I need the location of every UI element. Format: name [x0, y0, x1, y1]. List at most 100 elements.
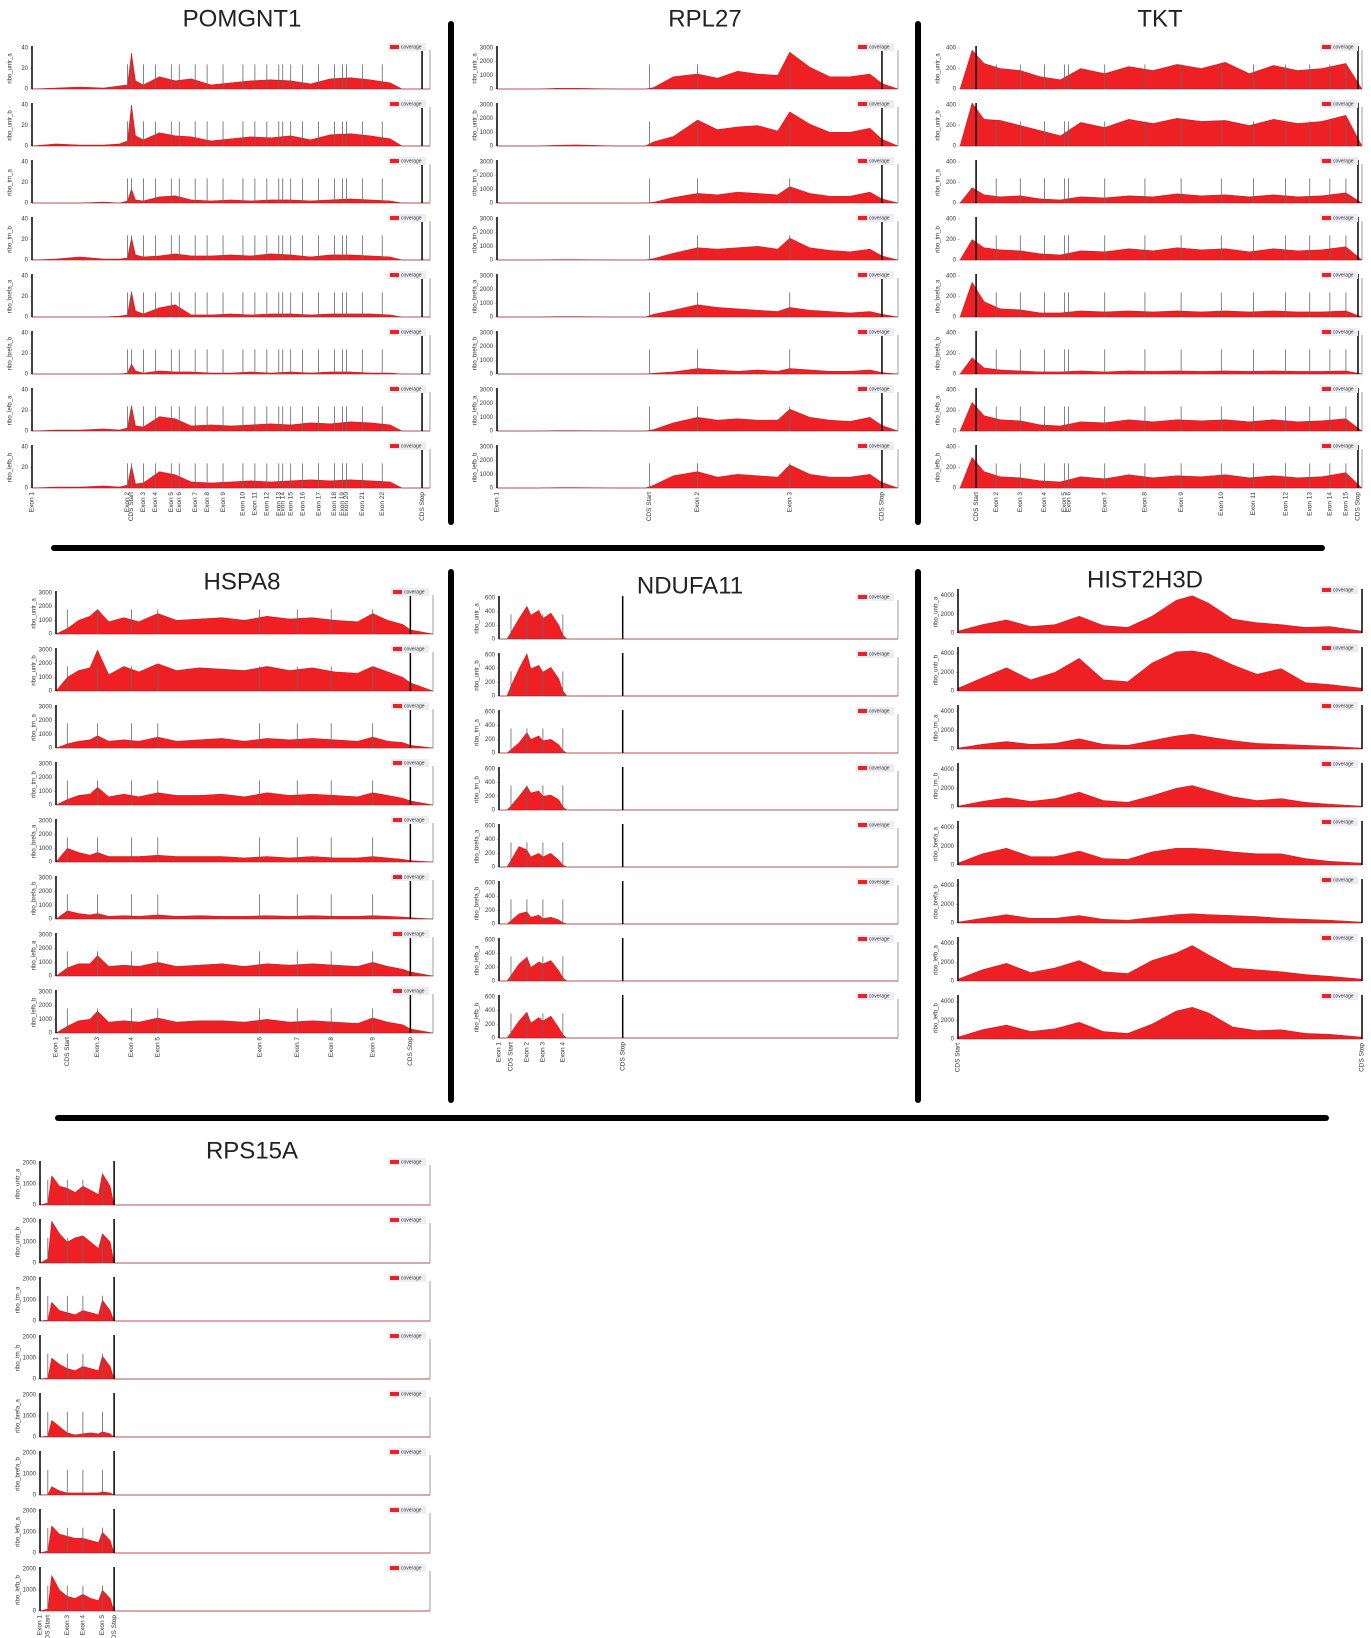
coverage-area [55, 609, 434, 635]
y-tick-label: 2000 [480, 230, 494, 236]
track: ribo_untr_a 0 1000 2000 3000 coverage [32, 588, 434, 638]
track: ribo_brefa_a 0 200 400 600 coverage [475, 821, 899, 871]
y-tick-label: 2000 [23, 1277, 37, 1283]
exon-label: Exon 5 [168, 492, 175, 513]
legend-swatch [1322, 762, 1331, 766]
exon-label: Exon 15 [287, 492, 294, 516]
coverage-area [959, 281, 1363, 318]
track-name: ribo_lefb_b [936, 452, 942, 482]
y-tick-label: 0 [492, 751, 496, 757]
y-tick-label: 2000 [39, 832, 53, 838]
legend-swatch [393, 647, 402, 651]
track-name: ribo_lefb_b [32, 997, 38, 1027]
track-name: ribo_brefa_b [8, 336, 14, 370]
y-tick-label: 0 [492, 694, 496, 700]
coverage-area [957, 913, 1363, 924]
y-tick-label: 0 [490, 258, 494, 264]
legend-label: coverage [401, 1159, 422, 1165]
y-tick-label: 400 [946, 46, 957, 52]
legend-box [388, 214, 426, 222]
exon-label: Exon 14 [1327, 492, 1334, 516]
y-tick-label: 1000 [480, 415, 494, 421]
exon-label: Exon 4 [80, 1615, 87, 1636]
exon-label: CDS Start [955, 1043, 962, 1072]
track-name: ribo_untr_a [32, 598, 38, 629]
y-tick-label: 1000 [39, 618, 53, 624]
y-tick-label: 2000 [39, 661, 53, 667]
track-name: ribo_untr_b [32, 655, 38, 686]
exon-label: Exon 4 [128, 1037, 135, 1058]
exon-label: CDS Stop [407, 1037, 414, 1066]
track: ribo_brefa_a 0 1000 2000 3000 coverage [32, 816, 434, 866]
legend-swatch [390, 1392, 399, 1396]
legend-swatch [390, 1508, 399, 1512]
y-tick-label: 0 [49, 746, 53, 752]
y-tick-label: 1000 [480, 73, 494, 79]
exon-label: CDS Start [508, 1042, 515, 1071]
track-name: ribo_tm_b [32, 771, 38, 798]
y-tick-label: 400 [485, 666, 496, 672]
legend-label: coverage [401, 443, 422, 449]
legend-box [388, 271, 426, 279]
exon-label: Exon 3 [540, 1042, 547, 1063]
y-tick-label: 4000 [941, 999, 955, 1005]
coverage-area [39, 1299, 430, 1322]
y-tick-label: 0 [49, 632, 53, 638]
legend-label: coverage [869, 993, 890, 999]
y-tick-label: 20 [21, 465, 28, 471]
track: ribo_lefb_a 0 200 400 coverage [936, 385, 1363, 435]
exon-label: Exon 5 [1061, 492, 1068, 513]
y-tick-label: 1000 [39, 903, 53, 909]
y-tick-label: 1000 [39, 1017, 53, 1023]
y-tick-label: 1000 [480, 301, 494, 307]
y-tick-label: 1000 [39, 789, 53, 795]
legend-label: coverage [1333, 329, 1354, 335]
exon-label: Exon 18 [331, 492, 338, 516]
legend-swatch [1322, 704, 1331, 708]
legend-swatch [390, 1160, 399, 1164]
y-tick-label: 0 [953, 372, 957, 378]
coverage-area [499, 732, 898, 754]
legend-swatch [390, 444, 399, 448]
y-tick-label: 0 [951, 863, 955, 869]
y-tick-label: 2000 [480, 116, 494, 122]
y-tick-label: 3000 [480, 388, 494, 394]
exon-label: Exon 3 [786, 492, 793, 513]
track-name: ribo_tm_b [473, 226, 479, 253]
y-tick-label: 0 [49, 974, 53, 980]
y-tick-label: 20 [21, 351, 28, 357]
legend-box [1320, 876, 1358, 884]
y-tick-label: 2000 [480, 401, 494, 407]
exon-label: CDS Stop [879, 492, 886, 521]
coverage-area [31, 104, 430, 147]
legend-swatch [1322, 216, 1331, 220]
legend-label: coverage [1333, 819, 1354, 825]
y-tick-label: 1000 [480, 244, 494, 250]
exon-label: Exon 9 [220, 492, 227, 513]
track: ribo_tm_b 0 2000 4000 coverage [934, 760, 1363, 811]
track: ribo_tm_b 0 1000 2000 coverage [16, 1332, 431, 1383]
track: ribo_untr_a 0 1000 2000 coverage [16, 1158, 431, 1209]
track-name: ribo_brefa_b [934, 884, 940, 918]
exon-label: Exon 8 [328, 1037, 335, 1058]
legend-label: coverage [404, 703, 425, 709]
track: ribo_tm_a 0 20 40 coverage [8, 157, 431, 207]
y-tick-label: 1000 [39, 960, 53, 966]
legend-swatch [858, 994, 867, 998]
coverage-area [31, 53, 430, 90]
y-tick-label: 400 [485, 951, 496, 957]
legend-label: coverage [401, 101, 422, 107]
track-name: ribo_lefb_a [934, 944, 940, 974]
track-name: ribo_untr_b [16, 1226, 22, 1257]
legend-swatch [858, 709, 867, 713]
track: ribo_tm_b 0 1000 2000 3000 coverage [32, 759, 434, 809]
legend-box [1320, 818, 1358, 826]
track: ribo_tm_a 0 1000 2000 coverage [16, 1274, 431, 1325]
legend-box [1320, 100, 1358, 108]
y-tick-label: 0 [25, 429, 29, 435]
track: ribo_untr_a 0 200 400 600 coverage [475, 593, 899, 643]
